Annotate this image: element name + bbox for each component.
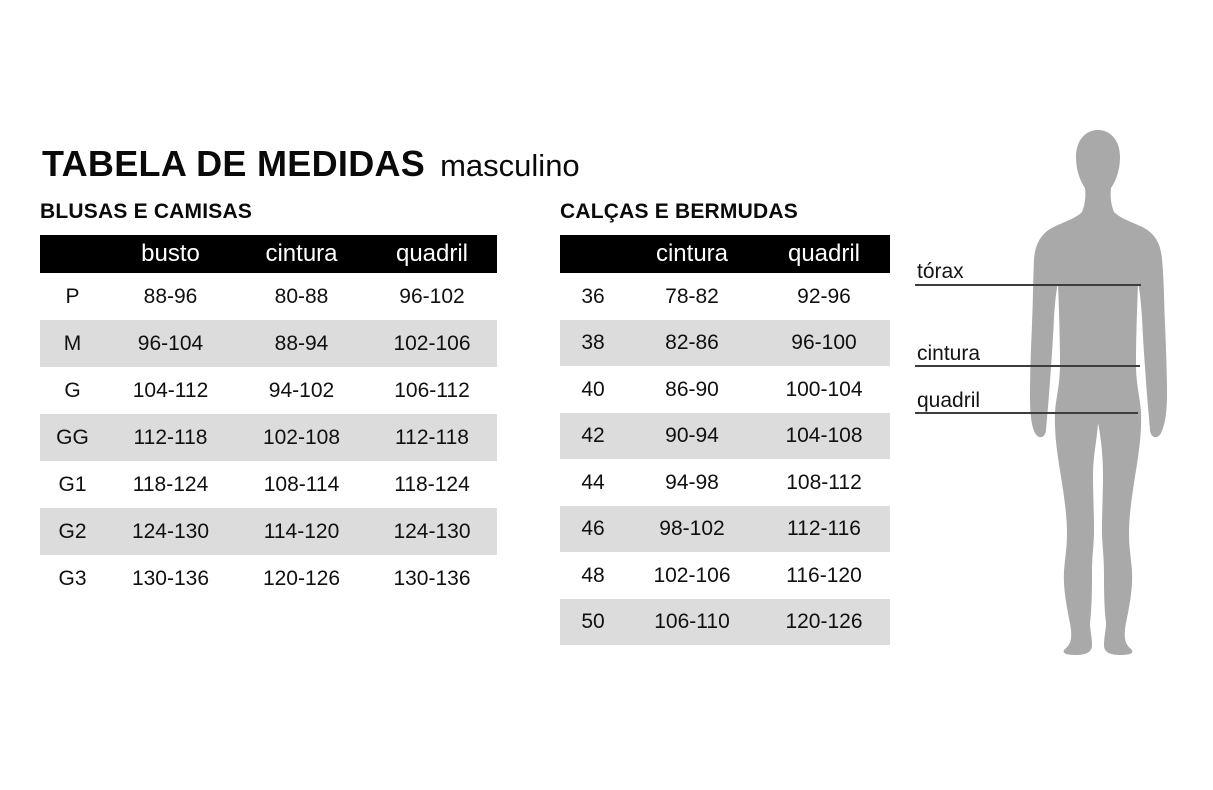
size-cell: P (65, 285, 80, 308)
size-cell: 40 (581, 377, 605, 401)
table-row: 40 86-90 100-104 (560, 366, 890, 413)
measurement-cell: 88-96 (143, 285, 198, 308)
size-cell: GG (56, 426, 89, 449)
table-row: 42 90-94 104-108 (560, 412, 890, 459)
measurement-cell: 106-110 (654, 610, 730, 634)
measurement-cell: 108-112 (786, 470, 862, 494)
title-main: TABELA DE MEDIDAS (42, 143, 426, 184)
table-row: G3 130-136 120-126 130-136 (40, 555, 497, 602)
table-row: 50 106-110 120-126 (560, 598, 890, 645)
size-cell: G3 (58, 567, 87, 590)
heading-calcas-e-bermudas: CALÇAS E BERMUDAS (560, 200, 798, 223)
title-qualifier: masculino (440, 148, 580, 183)
measurement-cell: 96-100 (791, 331, 857, 355)
table-row: 38 82-86 96-100 (560, 319, 890, 366)
measurement-cell: 120-126 (785, 610, 863, 634)
measurement-cell: 82-86 (665, 331, 719, 355)
measurement-cell: 114-120 (263, 520, 340, 543)
measurement-cell: 112-116 (787, 517, 861, 541)
table-row: G1 118-124 108-114 118-124 (40, 461, 497, 508)
table-row: G2 124-130 114-120 124-130 (40, 508, 497, 555)
size-table-calcas: cintura quadril 36 78-82 92-96 38 82-86 … (560, 235, 890, 645)
size-table-blusas: busto cintura quadril P 88-96 80-88 96-1… (40, 235, 497, 602)
measurement-cell: 100-104 (785, 377, 863, 401)
measurement-cell: 86-90 (665, 377, 719, 401)
table-row: 44 94-98 108-112 (560, 459, 890, 506)
quadril-measure-line (915, 412, 1138, 414)
measurement-cell: 106-112 (394, 379, 470, 402)
quadril-label: quadril (917, 389, 981, 412)
measurement-cell: 96-104 (137, 332, 204, 355)
table-header-row: cintura quadril (560, 235, 890, 273)
measurement-cell: 92-96 (797, 284, 851, 308)
measurement-cell: 112-118 (133, 426, 208, 449)
header-cell-quadril: quadril (395, 240, 469, 267)
measurement-cell: 108-114 (263, 473, 340, 496)
measurement-cell: 104-112 (132, 379, 209, 402)
table-header-row: busto cintura quadril (40, 235, 497, 273)
table-row: GG 112-118 102-108 112-118 (40, 414, 497, 461)
size-cell: G (64, 379, 81, 402)
male-silhouette-shape (1030, 130, 1167, 655)
measurement-cell: 116-120 (786, 563, 862, 587)
page-title: TABELA DE MEDIDAS masculino (42, 143, 580, 185)
table-row: 36 78-82 92-96 (560, 273, 890, 320)
size-cell: 38 (581, 331, 605, 355)
measurement-cell: 88-94 (274, 332, 329, 355)
size-cell: G1 (58, 473, 87, 496)
size-cell: 50 (581, 610, 605, 634)
measurement-cell: 124-130 (131, 520, 210, 543)
measurement-cell: 118-124 (132, 473, 209, 496)
measurement-cell: 102-106 (393, 332, 471, 355)
measurement-cell: 94-98 (665, 470, 719, 494)
measurement-cell: 104-108 (785, 424, 863, 448)
measurement-cell: 90-94 (665, 424, 719, 448)
size-cell: 48 (581, 563, 605, 587)
measurement-cell: 78-82 (665, 284, 719, 308)
size-cell: G2 (58, 520, 87, 543)
table-body: P 88-96 80-88 96-102 M 96-104 88-94 102-… (40, 273, 497, 602)
measurement-cell: 124-130 (393, 520, 471, 543)
measurement-cell: 80-88 (274, 285, 329, 308)
measurement-cell: 102-106 (653, 563, 731, 587)
cintura-label: cintura (917, 342, 981, 365)
header-cell-cintura: cintura (265, 240, 338, 267)
measurement-cell: 130-136 (393, 567, 471, 590)
size-cell: 36 (581, 284, 605, 308)
table-body: 36 78-82 92-96 38 82-86 96-100 40 86-90 … (560, 273, 890, 645)
header-cell-quadril: quadril (787, 240, 861, 267)
table-row: 46 98-102 112-116 (560, 505, 890, 552)
table-row: M 96-104 88-94 102-106 (40, 320, 497, 367)
size-cell: 46 (581, 517, 605, 541)
torax-measure-line (915, 284, 1141, 286)
measurement-cell: 96-102 (399, 285, 465, 308)
torax-label: tórax (917, 260, 964, 283)
measurement-cell: 94-102 (268, 379, 335, 402)
cintura-measure-line (915, 365, 1140, 367)
size-cell: 44 (581, 470, 605, 494)
size-cell: 42 (581, 424, 605, 448)
header-cell-cintura: cintura (655, 240, 729, 267)
header-cell-busto: busto (141, 240, 200, 267)
size-cell: M (63, 332, 82, 355)
table-row: G 104-112 94-102 106-112 (40, 367, 497, 414)
measurement-cell: 120-126 (262, 567, 341, 590)
measurement-cell: 130-136 (131, 567, 210, 590)
measurement-cell: 98-102 (659, 517, 725, 541)
table-row: 48 102-106 116-120 (560, 552, 890, 599)
measurement-cell: 112-118 (395, 426, 469, 449)
heading-blusas-e-camisas: BLUSAS E CAMISAS (40, 200, 253, 223)
measurement-cell: 118-124 (394, 473, 470, 496)
measurement-cell: 102-108 (262, 426, 341, 449)
male-silhouette (1030, 130, 1167, 655)
table-row: P 88-96 80-88 96-102 (40, 273, 497, 320)
